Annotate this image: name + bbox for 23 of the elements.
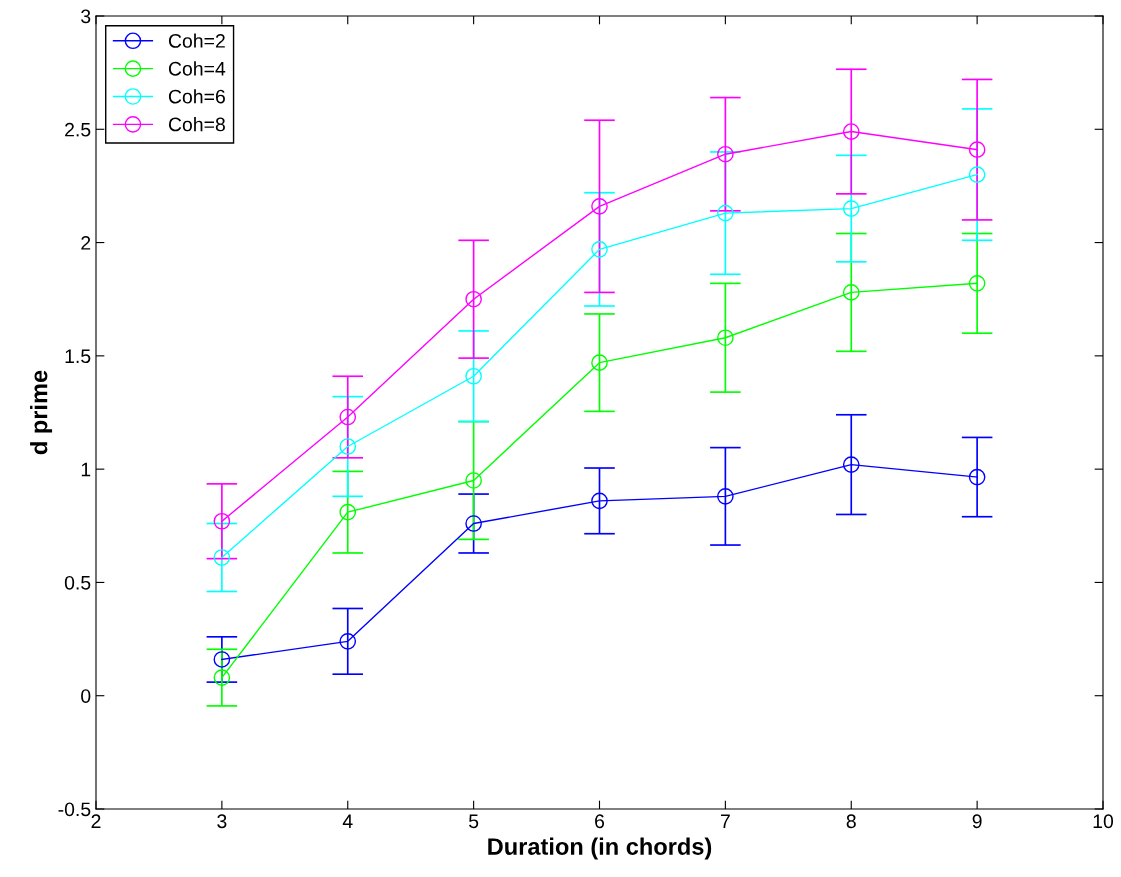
- y-tick-label: 3: [81, 9, 91, 24]
- x-axis-title: Duration (in chords): [488, 837, 712, 860]
- legend-label: Coh=8: [168, 117, 225, 132]
- y-axis-title: d prime: [30, 370, 53, 455]
- x-tick-label: 8: [846, 814, 856, 829]
- y-tick-label: 2.5: [65, 122, 91, 137]
- x-tick-label: 4: [342, 814, 353, 828]
- x-tick-label: 3: [217, 814, 227, 829]
- legend-label: Coh=2: [168, 33, 225, 48]
- y-tick-label: 0: [81, 689, 91, 703]
- y-tick-label: 1: [81, 462, 91, 477]
- x-tick-label: 9: [972, 814, 982, 829]
- y-tick-label: 1.5: [65, 349, 91, 364]
- x-tick-label: 6: [595, 814, 605, 829]
- x-tick-label: 7: [720, 814, 730, 828]
- y-tick-label: -0.5: [58, 802, 91, 817]
- y-tick-label: 2: [81, 236, 91, 250]
- y-tick-label: 0.5: [64, 575, 91, 590]
- legend-label: Coh=6: [168, 89, 225, 104]
- x-tick-label: 10: [1093, 814, 1114, 829]
- legend-label: Coh=4: [168, 61, 226, 76]
- x-tick-label: 5: [469, 814, 479, 829]
- x-tick-label: 2: [91, 814, 101, 828]
